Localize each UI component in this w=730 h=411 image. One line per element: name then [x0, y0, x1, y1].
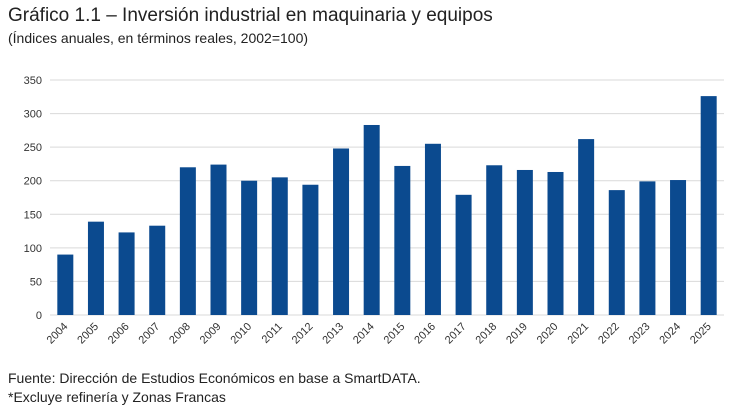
bar-2010 [241, 180, 258, 315]
bar-2007 [149, 225, 166, 315]
x-tick-label: 2006 [106, 321, 132, 347]
y-tick-label: 0 [36, 310, 42, 322]
y-tick-label: 150 [24, 209, 42, 221]
x-tick-label: 2022 [596, 321, 622, 347]
x-tick-label: 2013 [320, 321, 346, 347]
bar-2013 [333, 148, 350, 315]
bar-2018 [486, 165, 503, 315]
x-tick-label: 2025 [688, 321, 714, 347]
x-axis-ticks: 2004 2005 2006 2007 2008 2009 2010 2011 2012 2013… [45, 321, 714, 347]
x-tick-label: 2017 [443, 321, 469, 347]
x-tick-label: 2018 [474, 321, 500, 347]
bar-2015 [394, 165, 411, 315]
y-tick-label: 50 [30, 276, 42, 288]
x-tick-label: 2015 [382, 321, 408, 347]
y-axis-ticks: 0 50 100 150 200 250 300 350 [24, 75, 42, 322]
chart-title: Gráfico 1.1 – Inversión industrial en ma… [8, 5, 493, 26]
x-tick-label: 2020 [535, 321, 561, 347]
bar-2012 [302, 184, 319, 315]
x-tick-label: 2021 [565, 321, 591, 347]
x-tick-label: 2004 [45, 321, 71, 347]
bar-2024 [670, 180, 687, 315]
y-tick-label: 300 [24, 109, 42, 121]
bar-2020 [547, 171, 564, 315]
x-tick-label: 2008 [167, 321, 193, 347]
bar-2008 [179, 167, 196, 315]
x-tick-label: 2011 [260, 321, 285, 346]
bar-2025 [700, 96, 717, 315]
x-tick-label: 2019 [504, 321, 530, 347]
bar-2011 [271, 177, 288, 315]
chart-subtitle: (Índices anuales, en términos reales, 20… [8, 30, 309, 46]
bar-2014 [363, 124, 380, 315]
bar-2004 [57, 254, 74, 315]
y-tick-label: 100 [24, 243, 42, 255]
bar-2019 [516, 169, 533, 315]
y-tick-label: 350 [24, 75, 42, 87]
bar-2017 [455, 194, 472, 315]
y-tick-label: 250 [24, 142, 42, 154]
y-tick-label: 200 [24, 176, 42, 188]
bar-2016 [424, 143, 441, 315]
x-tick-label: 2007 [137, 321, 163, 347]
bar-2009 [210, 164, 227, 315]
bar-2005 [87, 221, 104, 315]
x-tick-label: 2009 [198, 321, 224, 347]
x-tick-label: 2023 [627, 321, 653, 347]
footnote: *Excluye refinería y Zonas Francas [8, 389, 226, 405]
bars [57, 96, 717, 315]
x-tick-label: 2014 [351, 321, 377, 347]
bar-2006 [118, 232, 135, 315]
x-tick-label: 2016 [412, 321, 438, 347]
x-tick-label: 2010 [228, 321, 254, 347]
source-note: Fuente: Dirección de Estudios Económicos… [8, 370, 421, 386]
x-tick-label: 2005 [75, 321, 101, 347]
bar-2021 [578, 139, 595, 315]
x-tick-label: 2012 [290, 321, 316, 347]
bar-2022 [608, 190, 625, 315]
x-tick-label: 2024 [657, 321, 683, 347]
bar-2023 [639, 181, 656, 315]
